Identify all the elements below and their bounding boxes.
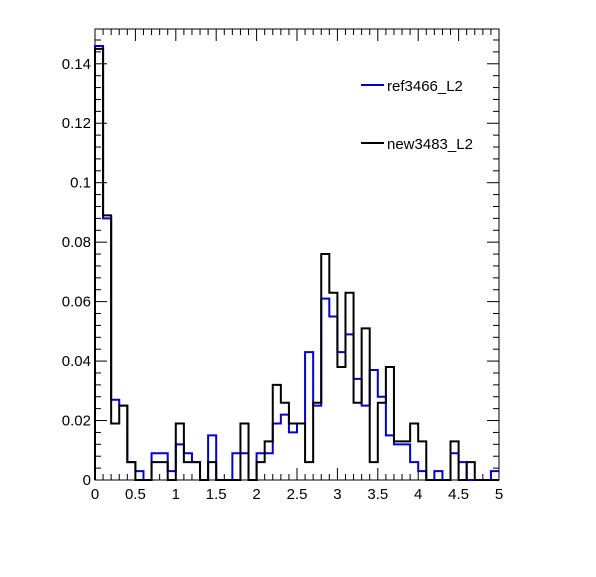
legend-label-new: new3483_L2 <box>387 136 473 153</box>
x-tick-label: 1.5 <box>206 486 227 503</box>
y-tick-label: 0.12 <box>62 115 91 132</box>
y-tick-label: 0.1 <box>70 175 91 192</box>
legend-label-ref: ref3466_L2 <box>387 78 463 95</box>
x-tick-label: 0.5 <box>125 486 146 503</box>
histogram-series-new <box>94 47 499 481</box>
x-tick-label: 4 <box>414 486 422 503</box>
x-tick-label: 2 <box>252 486 260 503</box>
y-tick-label: 0.08 <box>62 234 91 251</box>
y-tick-label: 0.02 <box>62 413 91 430</box>
y-tick-label: 0 <box>83 472 91 489</box>
legend-box <box>356 62 468 174</box>
y-tick-label: 0.04 <box>62 353 91 370</box>
y-tick-label: 0.14 <box>62 56 91 73</box>
x-tick-label: 2.5 <box>287 486 308 503</box>
x-tick-label: 3 <box>333 486 341 503</box>
histogram-series <box>94 44 499 481</box>
x-tick-label: 4.5 <box>448 486 469 503</box>
x-tick-label: 1 <box>172 486 180 503</box>
x-tick-label: 5 <box>495 486 503 503</box>
legend: ref3466_L2 new3483_L2 <box>356 62 473 174</box>
x-tick-label: 3.5 <box>367 486 388 503</box>
y-tick-label: 0.06 <box>62 294 91 311</box>
x-tick-label: 0 <box>91 486 99 503</box>
